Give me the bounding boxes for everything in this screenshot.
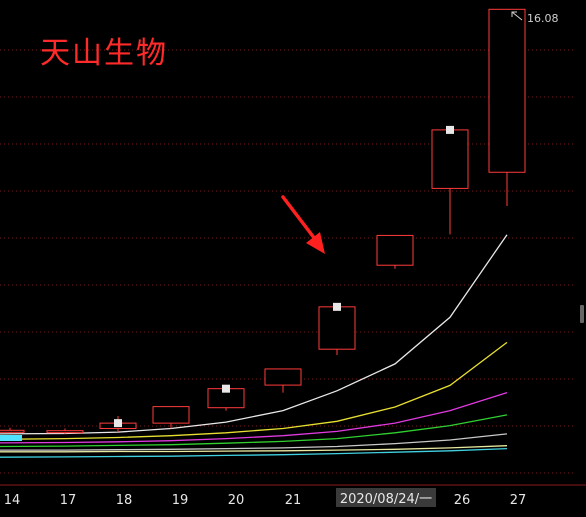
x-tick-label: 19 (172, 493, 189, 508)
candle-body (152, 406, 190, 424)
date-tag-label: 2020/08/24/一 (340, 492, 432, 507)
candle-body (431, 129, 469, 189)
ma-line-ma120 (0, 445, 508, 453)
candle-body (46, 430, 84, 434)
x-tick-label: 21 (285, 493, 302, 508)
high-pointer-head (511, 11, 517, 17)
candle-body (488, 8, 526, 173)
ma-line-ma10 (0, 341, 508, 440)
high-price-label: 16.08 (527, 12, 559, 25)
x-tick-label: 17 (60, 493, 77, 508)
x-tick-label: 14 (4, 493, 21, 508)
date-tag-box (336, 488, 436, 507)
ma-line-ma20 (0, 391, 508, 444)
candle-marker (446, 125, 454, 134)
x-tick-label: 20 (228, 493, 245, 508)
candle-body (264, 368, 302, 386)
left-edge-marker (0, 435, 22, 441)
red-arrow-head (306, 232, 325, 254)
candle-marker (114, 419, 122, 428)
candle-body (376, 234, 414, 266)
red-arrow-shaft (281, 195, 320, 245)
candle-marker (222, 384, 230, 393)
ma-line-ma30 (0, 414, 508, 448)
x-tick-label: 26 (454, 493, 471, 508)
stock-name: 天山生物 (40, 36, 168, 71)
ma-line-ma60 (0, 433, 508, 451)
candle-marker (333, 302, 341, 311)
ma-line-ma250 (0, 447, 508, 458)
candle-body (318, 306, 356, 350)
high-pointer (511, 11, 523, 21)
ma-line-ma5 (0, 234, 508, 435)
scroll-handle[interactable] (580, 305, 584, 323)
x-tick-label: 18 (116, 493, 133, 508)
candle-body (0, 429, 25, 433)
x-tick-label: 27 (510, 493, 527, 508)
